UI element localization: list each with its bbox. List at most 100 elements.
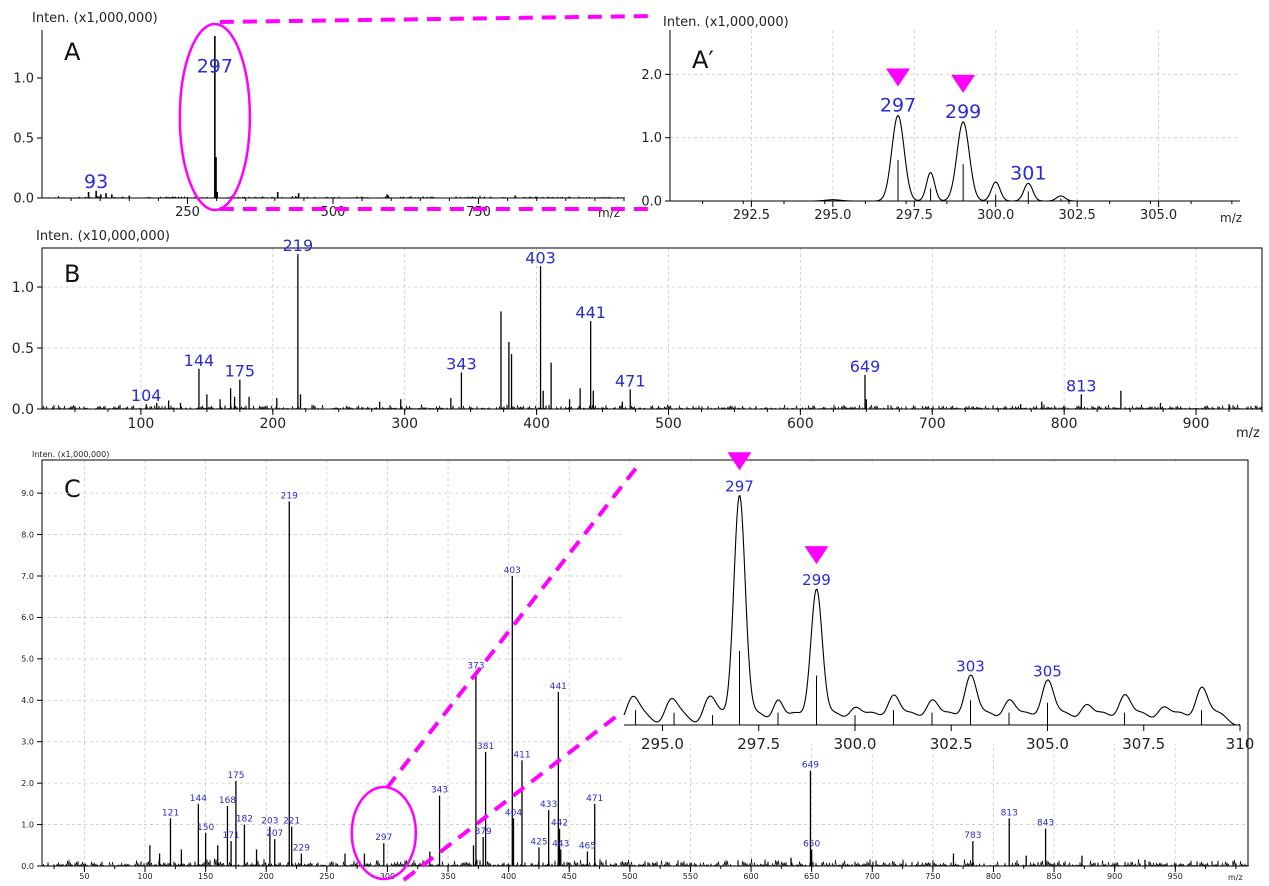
panel-c-peak-label-843: 843 <box>1037 819 1054 829</box>
inset-connector-top <box>385 461 642 790</box>
panel-c-ylabel: Inten. (x1,000,000) <box>32 450 109 459</box>
panel-a-prime-x-tick-label: 302.5 <box>1059 208 1096 223</box>
panel-c-peak-label-373: 373 <box>467 661 484 671</box>
panel-b-peak-label-403: 403 <box>525 248 556 267</box>
panel-a-prime-triangle-marker <box>951 74 976 93</box>
panel-c-x-tick-label: 900 <box>1107 872 1122 881</box>
panel-a-y-tick-label: 0.0 <box>13 192 34 207</box>
panel-c-peak-label-175: 175 <box>227 771 244 781</box>
panel-c-inset-triangle-marker <box>727 452 752 471</box>
panel-c-peak-label-441: 441 <box>550 682 567 692</box>
panel-a-prime-ylabel: Inten. (x1,000,000) <box>663 15 789 30</box>
panel-c-inset-peak-label-297: 297 <box>725 477 754 495</box>
panel-b-xlabel: m/z <box>1236 426 1260 441</box>
panel-b-x-tick-label: 200 <box>259 416 286 432</box>
panel-b-peak-label-219: 219 <box>283 236 314 255</box>
panel-c-inset-x-tick-label: 297.5 <box>737 735 780 753</box>
panel-c-peak-label-221: 221 <box>283 817 300 827</box>
panel-c-peak-label-404: 404 <box>505 808 522 818</box>
panel-c-inset-peak-label-299: 299 <box>802 571 831 589</box>
panel-c-peak-label-381: 381 <box>477 742 494 752</box>
panel-c-peak-label-121: 121 <box>162 808 179 818</box>
panel-b-peak-label-104: 104 <box>131 386 162 405</box>
panel-c-x-tick-label: 700 <box>865 872 880 881</box>
panel-c-inset-profile-trace <box>623 495 1241 726</box>
panel-c-x-tick-label: 300 <box>380 872 395 881</box>
panel-b: Inten. (x10,000,000) B m/z 100 200 300 400 5… <box>12 229 1263 441</box>
panel-a-prime-y-tick-label: 1.0 <box>641 131 662 146</box>
panel-c-x-tick-label: 750 <box>925 872 940 881</box>
panel-c-peak-label-182: 182 <box>236 815 253 825</box>
panel-b-peak-label-343: 343 <box>446 354 477 373</box>
panel-a-x-tick-label: 250 <box>175 205 200 220</box>
panel-b-letter: B <box>64 260 80 288</box>
panel-a-prime-x-tick-label: 292.5 <box>733 208 770 223</box>
panel-a-prime-xlabel: m/z <box>1220 211 1242 225</box>
panel-a-y-tick-label: 1.0 <box>13 72 34 87</box>
panel-c-x-tick-label: 450 <box>562 872 577 881</box>
panel-c-inset-background <box>624 462 1246 744</box>
panel-c-peak-label-443: 443 <box>552 839 569 849</box>
panel-c-x-tick-label: 400 <box>501 872 516 881</box>
panel-c-y-tick-label: 2.0 <box>21 779 34 788</box>
panel-c-y-tick-label: 0.0 <box>21 862 34 871</box>
panel-c-inset-x-tick-label: 310 <box>1226 735 1255 753</box>
panel-c-peak-label-203: 203 <box>261 817 278 827</box>
panel-c-peak-label-343: 343 <box>431 786 448 796</box>
panel-c-y-tick-label: 6.0 <box>21 613 34 622</box>
panel-a-prime-profile-trace <box>670 114 1240 202</box>
panel-c-peak-label-813: 813 <box>1001 808 1018 818</box>
panel-a-peak-label-93: 93 <box>84 171 108 193</box>
panel-b-x-tick-label: 600 <box>787 416 814 432</box>
panel-b-x-tick-label: 100 <box>128 416 155 432</box>
panel-a-prime: Inten. (x1,000,000) A′ m/z 292.5 295.0 297… <box>641 15 1242 225</box>
panel-c-x-tick-label: 350 <box>440 872 455 881</box>
panel-c-inset: 295.0 297.5 300.0 302.5 305.0 307.5 310 297 299 3… <box>623 452 1255 753</box>
panel-c-x-tick-label: 150 <box>198 872 213 881</box>
panel-c-inset-x-tick-label: 302.5 <box>930 735 973 753</box>
panel-c-y-tick-label: 5.0 <box>21 655 34 664</box>
panel-c-peak-label-150: 150 <box>197 823 214 833</box>
panel-c-baseline-noise <box>41 858 1250 868</box>
panel-c-peak-label-207: 207 <box>266 829 283 839</box>
panel-c-peak-label-297: 297 <box>375 833 392 843</box>
panel-b-peak-label-649: 649 <box>850 357 881 376</box>
panel-c-x-tick-label: 550 <box>683 872 698 881</box>
panel-b-x-tick-label: 300 <box>391 416 418 432</box>
panel-c-peak-label-219: 219 <box>281 491 298 501</box>
panel-c-highlight-ellipse <box>350 785 418 881</box>
panel-b-peak-label-441: 441 <box>575 303 606 322</box>
panel-c-plot-frame <box>41 459 1249 867</box>
panel-c-inset-triangle-marker <box>804 546 829 565</box>
panel-c-x-tick-label: 250 <box>319 872 334 881</box>
panel-b-baseline-noise <box>41 404 1263 411</box>
panel-c-peak-label-411: 411 <box>513 750 530 760</box>
panel-b-x-tick-label: 900 <box>1183 416 1210 432</box>
panel-c-x-tick-label: 500 <box>622 872 637 881</box>
panel-b-x-tick-label: 700 <box>919 416 946 432</box>
panel-c-letter: C <box>64 475 81 503</box>
panel-c-peak-label-465: 465 <box>579 842 596 852</box>
panel-c-x-tick-label: 600 <box>743 872 758 881</box>
panel-c-inset-peak-label-305: 305 <box>1033 663 1062 681</box>
panel-b-y-tick-label: 1.0 <box>12 280 34 296</box>
panel-a-prime-y-tick-label: 2.0 <box>641 68 662 83</box>
panel-b-y-tick-label: 0.0 <box>12 402 34 418</box>
panel-c-inset-x-tick-label: 300.0 <box>834 735 877 753</box>
panel-c-peak-label-425: 425 <box>530 837 547 847</box>
panel-a-highlight-ellipse <box>178 22 252 212</box>
zoom-connector-top <box>219 14 656 24</box>
panel-c-x-tick-label: 50 <box>79 872 89 881</box>
panel-c-peak-label-379: 379 <box>475 827 492 837</box>
panel-a-prime-x-tick-label: 297.5 <box>896 208 933 223</box>
panel-b-peak-label-813: 813 <box>1066 376 1097 395</box>
panel-b-y-tick-label: 0.5 <box>12 341 34 357</box>
panel-a-prime-letter: A′ <box>692 46 714 74</box>
panel-c-peak-label-229: 229 <box>293 844 310 854</box>
panel-b-x-tick-label: 400 <box>523 416 550 432</box>
panel-a-prime-peak-label-301: 301 <box>1010 162 1046 184</box>
panel-c-x-tick-label: 950 <box>1168 872 1183 881</box>
panel-a-prime-x-tick-label: 300.0 <box>977 208 1014 223</box>
panel-c-x-tick-label: 650 <box>804 872 819 881</box>
